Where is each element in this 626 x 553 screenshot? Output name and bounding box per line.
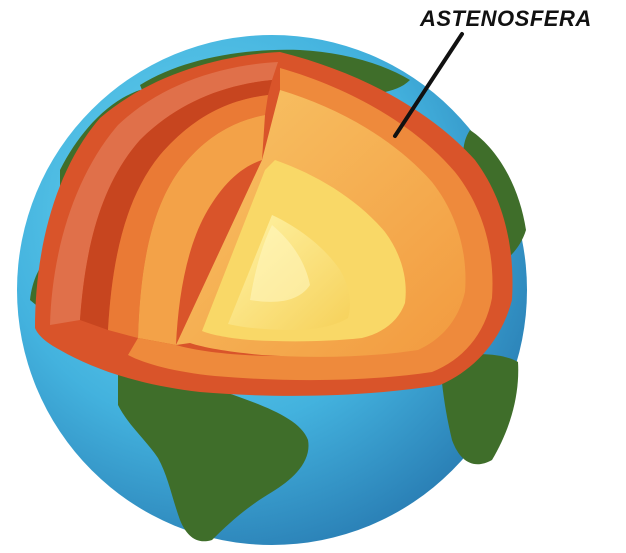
layer-wall-asthenosphere (108, 95, 268, 338)
cutaway-wedge (35, 52, 513, 396)
layer-wall-mantle (138, 115, 265, 345)
land-africa-edge (440, 354, 519, 465)
layer-wall-lithosphere (80, 80, 272, 330)
layer-wall-outer (50, 62, 278, 325)
land-south-america (118, 374, 309, 542)
label-leader-line (393, 32, 464, 138)
asthenosphere-label: ASTENOSFERA (420, 6, 592, 31)
globe (17, 32, 527, 545)
core-highlight (250, 225, 310, 302)
